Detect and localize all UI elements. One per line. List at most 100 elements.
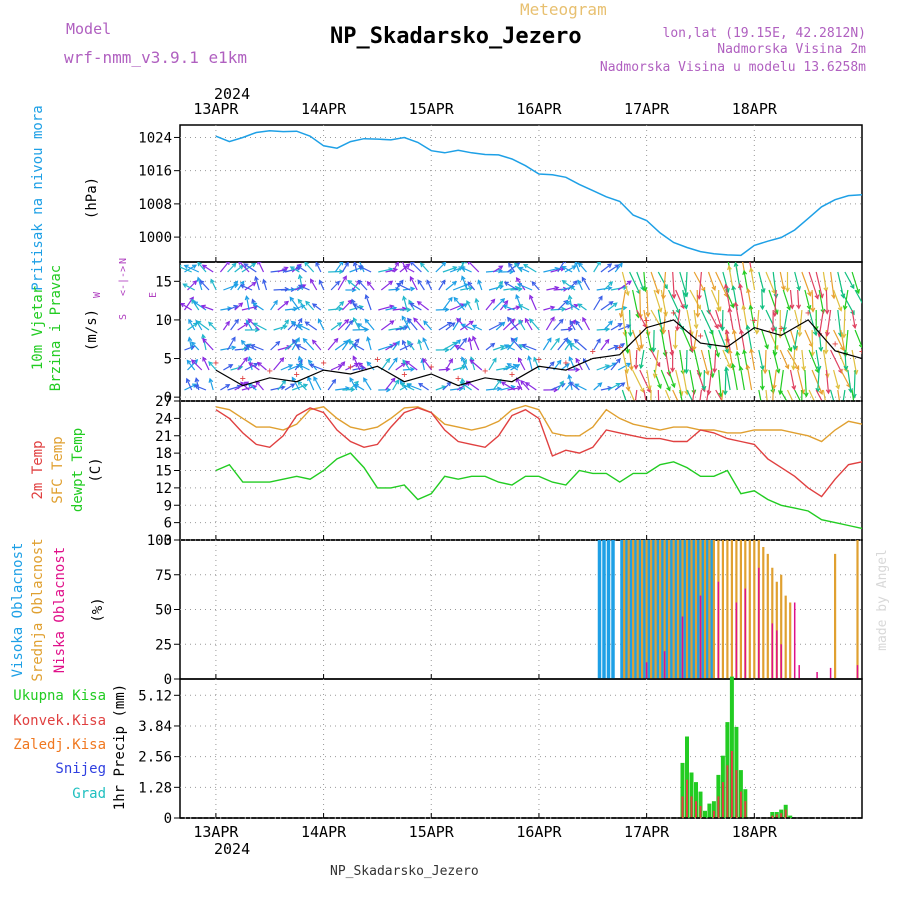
wind-arrowhead bbox=[298, 359, 303, 365]
wind-arrow bbox=[252, 302, 264, 311]
wind-arrow bbox=[664, 389, 671, 401]
wind-arrowhead bbox=[858, 344, 862, 349]
wind-arrow bbox=[438, 280, 446, 291]
wind-arrowhead bbox=[444, 307, 450, 313]
wind-arrow bbox=[567, 280, 578, 291]
wind-arrow bbox=[553, 319, 564, 331]
wind-arrowhead bbox=[531, 281, 537, 287]
wind-arrowhead bbox=[448, 296, 453, 302]
y-tick-label: 6 bbox=[164, 516, 172, 532]
temp-ylabel-2m: 2m Temp bbox=[30, 440, 46, 499]
y-tick-label: 1016 bbox=[138, 164, 172, 180]
cloud-ylabel-low: Niska Oblacnost bbox=[52, 547, 68, 673]
wind-arrow bbox=[789, 369, 795, 390]
wind-arrow bbox=[833, 329, 845, 351]
wind-arrowhead bbox=[250, 344, 256, 349]
wind-arrow bbox=[786, 389, 794, 401]
wind-arrow bbox=[435, 262, 446, 273]
gust-marker: + bbox=[778, 323, 784, 334]
wind-arrow bbox=[768, 329, 779, 350]
wind-arrowhead bbox=[297, 355, 303, 361]
wind-arrow bbox=[284, 383, 295, 391]
wind-arrow bbox=[713, 349, 717, 373]
wind-arrowhead bbox=[200, 304, 206, 310]
wind-arrow bbox=[672, 389, 679, 401]
wind-arrowhead bbox=[796, 304, 802, 310]
conv-precip-bar bbox=[744, 801, 747, 818]
top-date-label: 18APR bbox=[732, 100, 778, 118]
wind-arrow bbox=[728, 349, 734, 371]
wind-arrow bbox=[407, 340, 415, 351]
wind-arrowhead bbox=[608, 281, 614, 286]
wind-arrow bbox=[395, 362, 406, 371]
wind-arrow bbox=[410, 262, 422, 273]
wind-arrow bbox=[557, 337, 568, 351]
wind-arrow bbox=[617, 280, 632, 291]
wind-arrowhead bbox=[500, 321, 506, 327]
wind-arrowhead bbox=[791, 365, 797, 371]
wind-arrow bbox=[525, 382, 537, 391]
wind-arrowhead bbox=[625, 348, 630, 355]
wind-arrow bbox=[578, 262, 587, 273]
wind-arrow bbox=[180, 266, 192, 273]
wind-arrowhead bbox=[706, 390, 712, 396]
wind-arrowhead bbox=[838, 406, 842, 410]
wind-arrowhead bbox=[197, 262, 202, 267]
wind-arrowhead bbox=[657, 410, 661, 414]
y-tick-label: 3.84 bbox=[138, 719, 172, 735]
wind-arrow bbox=[560, 328, 572, 331]
wind-arrowhead bbox=[582, 316, 587, 322]
wind-arrowhead bbox=[453, 296, 459, 302]
wind-arrowhead bbox=[228, 364, 234, 369]
wind-arrow bbox=[253, 322, 267, 331]
wind-arrowhead bbox=[468, 320, 474, 326]
wind-arrowhead bbox=[426, 279, 431, 285]
wind-arrow bbox=[459, 359, 467, 371]
wind-arrow bbox=[568, 356, 576, 371]
wind-arrow bbox=[520, 380, 530, 391]
wind-arrow bbox=[298, 284, 310, 291]
y-tick-label: 3 bbox=[164, 533, 172, 549]
wind-arrowhead bbox=[297, 363, 303, 369]
wind-arrowhead bbox=[460, 266, 466, 271]
wind-arrow bbox=[327, 379, 336, 391]
wind-arrowhead bbox=[290, 320, 296, 326]
wind-arrow bbox=[401, 316, 411, 331]
wind-arrow bbox=[742, 262, 745, 273]
wind-arrowhead bbox=[745, 363, 751, 370]
wind-arrow bbox=[721, 389, 724, 401]
wind-arrowhead bbox=[517, 357, 523, 363]
wind-arrowhead bbox=[506, 363, 512, 368]
wind-arrow bbox=[830, 389, 835, 401]
wind-arrowhead bbox=[627, 331, 633, 338]
wind-arrowhead bbox=[191, 298, 196, 304]
y-tick-label: 15 bbox=[155, 464, 172, 480]
wind-arrow bbox=[614, 263, 623, 273]
wind-arrowhead bbox=[401, 339, 407, 345]
wind-arrow bbox=[715, 271, 728, 297]
wind-arrow bbox=[223, 284, 238, 291]
wind-arrowhead bbox=[363, 377, 368, 383]
wind-arrowhead bbox=[810, 351, 816, 357]
wind-arrowhead bbox=[625, 290, 630, 297]
wind-arrow bbox=[243, 263, 257, 273]
meteogram-label: Meteogram bbox=[520, 0, 607, 19]
y-tick-label: 50 bbox=[155, 603, 172, 619]
wind-arrow bbox=[710, 329, 720, 357]
wind-arrowhead bbox=[477, 279, 482, 285]
wind-arrow bbox=[461, 266, 472, 273]
wind-arrowhead bbox=[524, 381, 530, 387]
wind-arrowhead bbox=[289, 266, 295, 271]
wind-arrow bbox=[467, 281, 476, 291]
wind-arrowhead bbox=[722, 390, 728, 396]
wind-arrow bbox=[596, 287, 612, 291]
wind-arrow bbox=[519, 267, 530, 273]
wind-arrowhead bbox=[652, 373, 658, 379]
gust-marker: + bbox=[321, 358, 327, 369]
wind-arrowhead bbox=[202, 356, 207, 362]
wind-arrowhead bbox=[297, 284, 303, 289]
wind-arrow bbox=[353, 343, 365, 351]
wind-arrowhead bbox=[410, 286, 416, 292]
wind-arrowhead bbox=[696, 294, 702, 300]
wind-arrow bbox=[354, 384, 365, 391]
